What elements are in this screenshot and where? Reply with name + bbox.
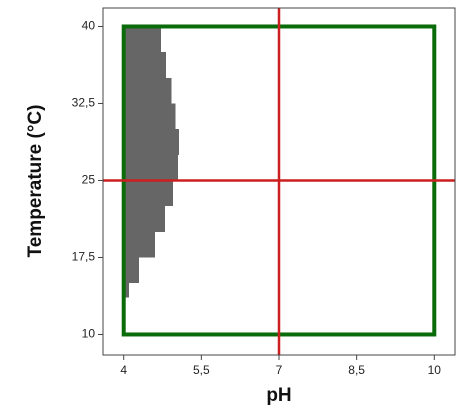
region-band: [123, 103, 176, 130]
region-band: [123, 77, 172, 104]
y-tick-label: 40: [82, 19, 96, 33]
y-tick-label: 17,5: [72, 250, 96, 264]
y-tick-label: 10: [82, 327, 96, 341]
x-tick-label: 5,5: [193, 363, 210, 377]
region-band: [123, 257, 140, 284]
region-band: [123, 180, 173, 207]
region-band: [123, 129, 180, 155]
region-band: [123, 52, 167, 78]
region-band: [123, 206, 166, 232]
x-tick-label: 10: [428, 363, 442, 377]
x-tick-label: 7: [276, 363, 283, 377]
region-band: [123, 154, 179, 181]
region-band: [123, 26, 161, 53]
x-tick-label: 4: [120, 363, 127, 377]
y-tick-label: 32,5: [72, 96, 96, 110]
y-tick-label: 25: [82, 173, 96, 187]
x-tick-label: 8,5: [348, 363, 365, 377]
region-band: [123, 231, 155, 258]
y-axis-title: Temperature (°C): [25, 105, 46, 258]
x-axis-title: pH: [266, 385, 291, 406]
region-band: [123, 283, 129, 298]
